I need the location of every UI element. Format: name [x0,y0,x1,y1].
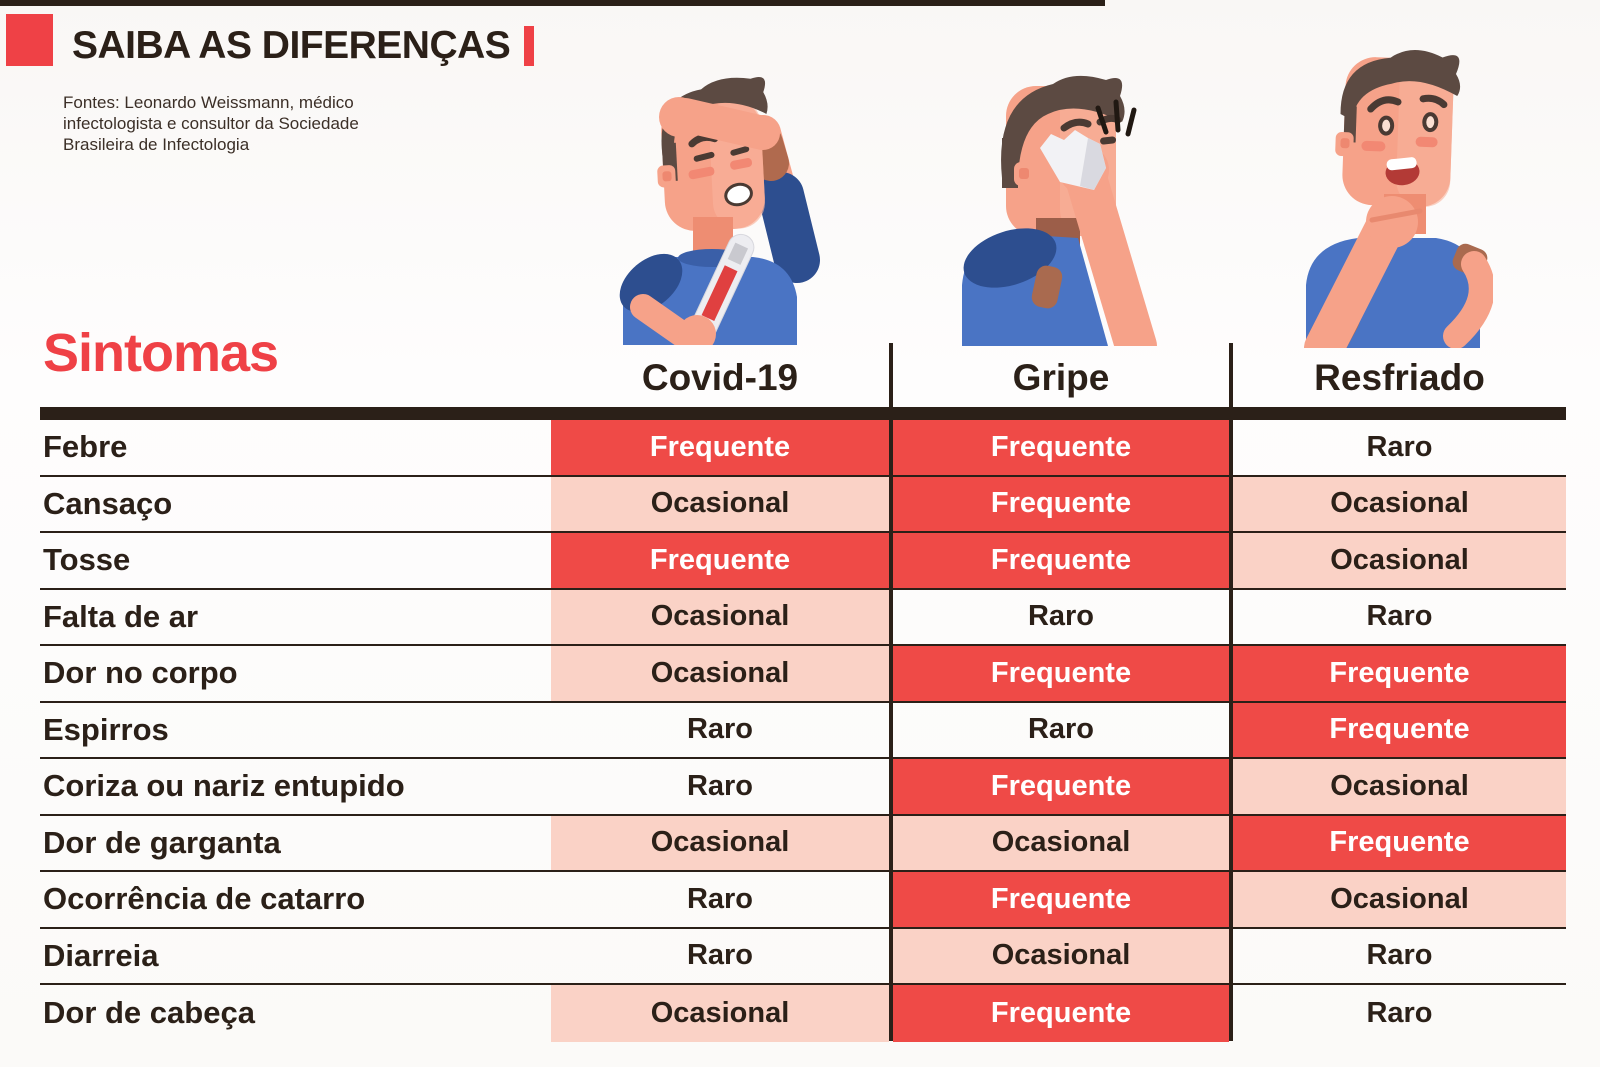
man-with-thermometer-illustration [619,76,820,345]
cell-resfriado: Frequente [1233,815,1566,870]
table-row: Cansaço Ocasional Frequente Ocasional [40,476,1566,533]
cell-covid: Raro [686,713,754,746]
section-title: Sintomas [43,323,279,383]
symptoms-table: Febre Frequente Frequente Raro Cansaço O… [40,420,1566,1042]
cell-gripe: Ocasional [893,815,1229,870]
page-title: SAIBA AS DIFERENÇAS [72,20,535,72]
cell-covid: Raro [686,939,754,972]
cell-gripe: Frequente [893,420,1229,475]
cell-covid: Raro [686,769,754,802]
man-sore-throat-illustration [1304,50,1493,348]
cell-resfriado: Ocasional [1233,759,1566,814]
table-row: Falta de ar Ocasional Raro Raro [40,589,1566,646]
cell-gripe: Frequente [893,985,1229,1042]
cell-covid: Ocasional [551,985,889,1042]
cell-gripe: Frequente [893,646,1229,701]
cell-resfriado: Frequente [1233,702,1566,757]
table-row: Dor no corpo Ocasional Frequente Frequen… [40,646,1566,703]
column-header-gripe: Gripe [1012,357,1110,398]
column-header-covid: Covid-19 [641,357,799,398]
symptom-label: Tosse [43,542,131,578]
cell-resfriado: Raro [1366,600,1433,633]
cell-resfriado: Frequente [1233,646,1566,701]
source-line: Fontes: Leonardo Weissmann, médico [63,93,354,112]
cell-resfriado: Ocasional [1233,533,1566,588]
table-row: Espirros Raro Raro Frequente [40,702,1566,759]
cell-gripe: Frequente [893,533,1229,588]
column-divider-2 [1229,343,1233,1041]
source-note: Fontes: Leonardo Weissmann, médico infec… [63,92,359,155]
cell-covid: Frequente [551,533,889,588]
title-accent-bar [524,26,535,66]
table-row: Tosse Frequente Frequente Ocasional [40,533,1566,590]
cell-resfriado: Ocasional [1233,872,1566,927]
cell-resfriado: Raro [1366,430,1433,463]
cell-resfriado: Ocasional [1233,476,1566,531]
cell-covid: Ocasional [551,589,889,644]
cell-gripe: Raro [1027,600,1095,633]
column-header-resfriado: Resfriado [1314,357,1485,398]
cell-gripe: Raro [1027,713,1095,746]
table-row: Febre Frequente Frequente Raro [40,420,1566,477]
cell-resfriado: Raro [1366,939,1433,972]
symptom-label: Espirros [43,711,169,747]
brand-square [6,14,53,66]
symptom-label: Diarreia [43,937,159,973]
cell-covid: Frequente [551,420,889,475]
table-row: Coriza ou nariz entupido Raro Frequente … [40,759,1566,816]
table-row: Dor de cabeça Ocasional Frequente Raro [40,985,1566,1042]
header-underline-bar [40,407,1566,420]
symptom-label: Cansaço [43,485,173,521]
table-row: Ocorrência de catarro Raro Frequente Oca… [40,872,1566,929]
table-row: Dor de garganta Ocasional Ocasional Freq… [40,815,1566,872]
symptom-label: Dor de cabeça [43,995,255,1031]
symptom-label: Coriza ou nariz entupido [43,768,405,804]
cell-covid: Ocasional [551,476,889,531]
cell-gripe: Frequente [893,476,1229,531]
column-divider-1 [889,343,893,1041]
page-title-text: SAIBA AS DIFERENÇAS [72,24,511,67]
symptom-label: Falta de ar [43,598,199,634]
cell-covid: Ocasional [551,815,889,870]
symptom-label: Dor no corpo [43,655,238,691]
table-row: Diarreia Raro Ocasional Raro [40,928,1566,985]
cell-covid: Ocasional [551,646,889,701]
source-line: Brasileira de Infectologia [63,135,250,154]
cell-gripe: Ocasional [893,928,1229,983]
cell-resfriado: Raro [1366,996,1433,1029]
cell-covid: Raro [686,882,754,915]
symptom-label: Ocorrência de catarro [43,881,366,917]
source-line: infectologista e consultor da Sociedade [63,114,359,133]
cell-gripe: Frequente [893,759,1229,814]
symptom-label: Febre [43,429,128,465]
cell-gripe: Frequente [893,872,1229,927]
symptom-label: Dor de garganta [43,824,281,860]
man-sneezing-illustration [962,75,1157,346]
top-rule [0,0,1105,6]
